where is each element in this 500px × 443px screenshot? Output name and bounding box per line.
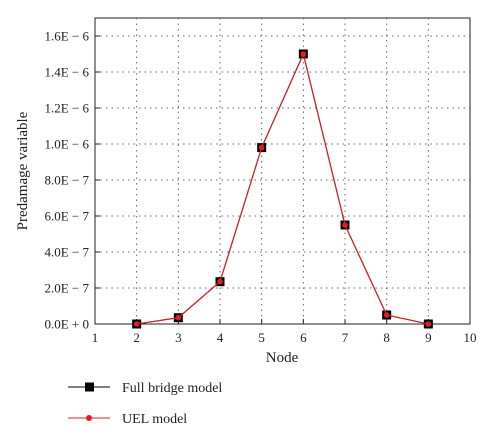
x-tick-label: 7	[342, 330, 349, 345]
y-tick-label: 1.0E − 6	[44, 137, 89, 152]
series-layer	[132, 49, 433, 329]
data-point-circle	[383, 312, 390, 318]
x-axis-ticks: 1 2 3 4 5 6 7 8 9 10	[92, 319, 477, 345]
y-tick-label: 1.6E − 6	[44, 29, 89, 44]
series-full-bridge-model	[132, 49, 433, 329]
legend-label: Full bridge model	[122, 381, 222, 396]
x-tick-label: 8	[383, 330, 390, 345]
y-tick-label: 1.4E − 6	[44, 65, 89, 80]
legend-marker-circle	[86, 415, 92, 421]
data-point-circle	[342, 222, 348, 228]
y-tick-label: 2.0E − 7	[44, 281, 89, 296]
y-tick-label: 0.0E + 0	[44, 317, 89, 332]
legend: Full bridge model UEL model	[68, 381, 222, 427]
x-tick-label: 9	[425, 330, 432, 345]
data-point-circle	[217, 278, 223, 285]
y-tick-label: 1.2E − 6	[44, 101, 89, 116]
x-axis-title: Node	[266, 350, 299, 366]
x-tick-label: 1	[92, 330, 99, 345]
legend-label: UEL model	[122, 412, 187, 427]
legend-item: Full bridge model	[68, 381, 222, 396]
x-tick-label: 3	[175, 330, 182, 345]
y-tick-label: 6.0E − 7	[44, 209, 89, 224]
x-tick-label: 6	[300, 330, 307, 345]
x-tick-label: 10	[464, 330, 477, 345]
series-uel-model	[133, 51, 432, 327]
x-tick-label: 4	[217, 330, 224, 345]
series-line	[136, 52, 429, 325]
data-point-circle	[425, 321, 432, 327]
grid	[95, 18, 470, 324]
y-axis-title: Predamage variable	[15, 111, 31, 230]
data-point-circle	[300, 51, 307, 57]
legend-marker-square	[85, 382, 94, 392]
x-tick-label: 5	[258, 330, 265, 345]
data-point-circle	[258, 144, 265, 151]
y-axis-ticks: 0.0E + 0 2.0E − 7 4.0E − 7 6.0E − 7 8.0E − 7…	[44, 29, 100, 332]
plot-frame	[94, 17, 471, 325]
y-tick-label: 8.0E − 7	[44, 173, 89, 188]
data-point-circle	[175, 314, 182, 321]
x-tick-label: 2	[133, 330, 140, 345]
legend-item: UEL model	[68, 412, 187, 427]
y-tick-label: 4.0E − 7	[44, 245, 89, 260]
series-line	[136, 52, 429, 325]
data-point-circle	[133, 321, 140, 327]
